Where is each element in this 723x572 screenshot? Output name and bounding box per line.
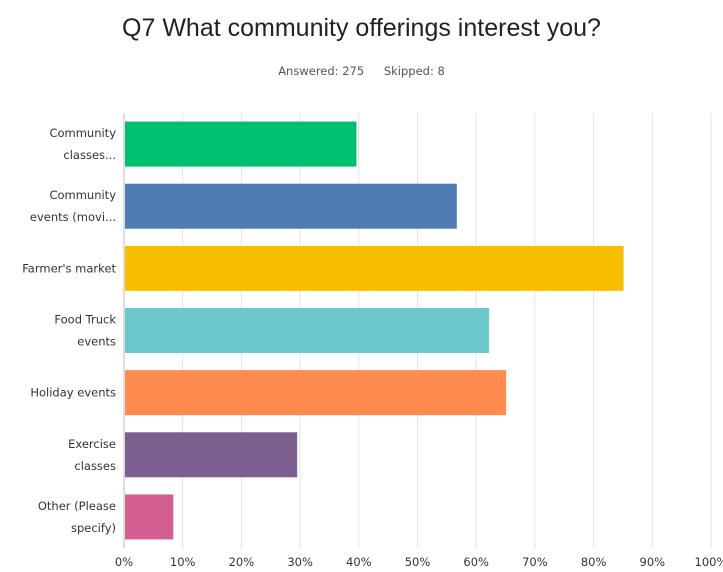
category-label: Other (Please specify) [38,499,116,535]
x-tick-label: 100% [695,555,723,569]
x-tick-label: 50% [405,555,431,569]
x-tick-label: 70% [522,555,548,569]
bar [125,494,174,540]
bar [125,308,490,353]
x-tick-label: 30% [287,555,313,569]
bar [125,245,624,291]
bar [125,183,457,229]
category-label: Farmer's market [22,261,116,275]
response-stats: Answered: 275 Skipped: 8 [0,64,723,78]
x-tick-labels: 0% 10% 20% 30% 40% 50% 60% 70% 80% 90% 100% [115,555,723,569]
category-labels: Community classes... Community events (movi… [22,126,116,535]
category-label: Exercise classes [68,437,116,473]
x-tick-label: 90% [640,555,666,569]
category-label: Community events (movi... [30,188,116,224]
category-label: Community classes... [49,126,116,162]
x-tick-label: 60% [463,555,489,569]
category-label: Food Truck events [54,313,116,349]
bar [125,370,507,416]
x-tick-label: 10% [170,555,196,569]
x-tick-label: 40% [346,555,372,569]
skipped-count: Skipped: 8 [383,64,445,78]
x-tick-label: 0% [115,555,133,569]
x-tick-label: 80% [581,555,607,569]
x-tick-label: 20% [229,555,255,569]
bars [125,121,624,540]
chart-title: Q7 What community offerings interest you… [122,14,601,42]
bar [125,121,357,167]
answered-count: Answered: 275 [278,64,365,78]
category-label: Holiday events [30,386,116,400]
bar [125,432,298,478]
